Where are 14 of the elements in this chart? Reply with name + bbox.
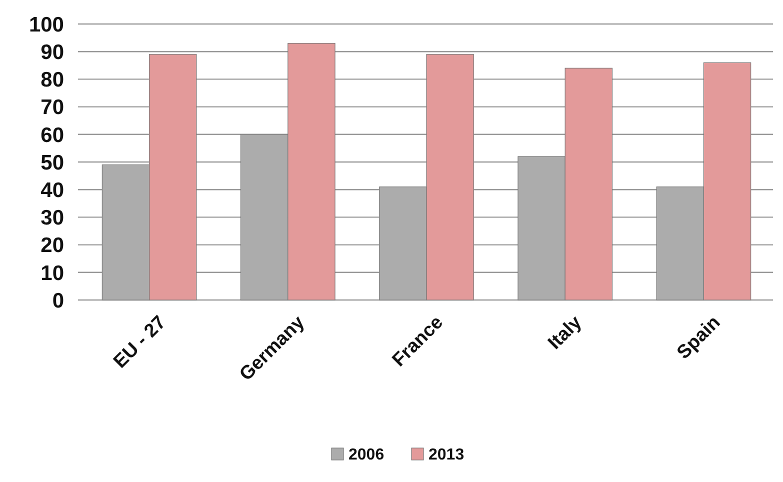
y-tick-label: 80: [40, 68, 64, 92]
y-tick-label: 100: [28, 13, 64, 36]
y-tick-label: 10: [40, 262, 64, 285]
y-tick-label: 50: [40, 151, 64, 174]
y-tick-label: 20: [40, 234, 64, 258]
y-tick-label: 0: [52, 289, 64, 312]
y-tick-label: 90: [40, 40, 64, 64]
y-tick-label: 70: [40, 96, 64, 120]
y-tick-label: 60: [40, 124, 64, 147]
x-tick-label: EU - 27: [110, 312, 170, 372]
y-tick-label: 40: [40, 178, 64, 202]
y-tick-label: 30: [40, 206, 64, 230]
legend-label: 2013: [428, 446, 464, 464]
legend-label: 2006: [348, 446, 384, 464]
